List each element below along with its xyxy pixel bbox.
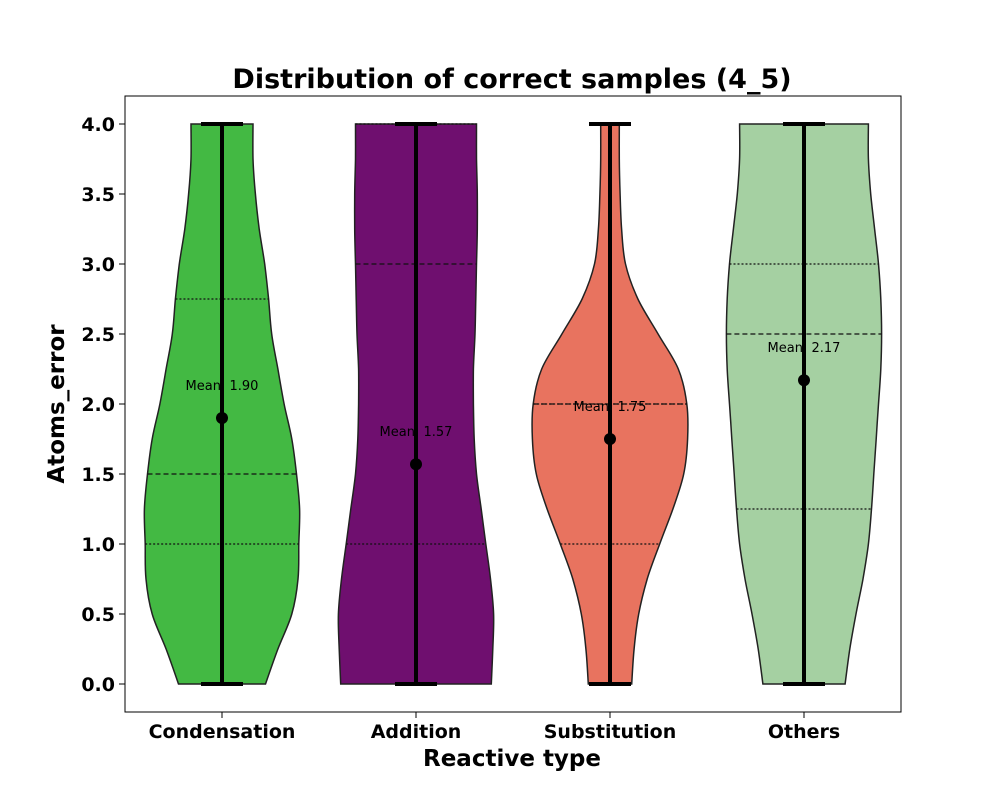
x-tick-label: Addition (371, 721, 462, 743)
plot-area: Mean: 1.90 Mean: 1.57 Mean: 1.75 Mean: 2.17 (143, 122, 883, 686)
mean-point (216, 412, 228, 424)
x-tick-label: Others (768, 721, 840, 743)
x-tick-label: Condensation (149, 721, 296, 743)
chart-title: Distribution of correct samples (4_5) (232, 64, 791, 95)
violin-others: Mean: 2.17 (725, 122, 883, 686)
y-tick-label: 2.0 (81, 394, 115, 416)
y-axis-label: Atoms_error (44, 324, 70, 484)
mean-point (604, 433, 616, 445)
y-tick-label: 4.0 (81, 114, 115, 136)
mean-label: Mean: 1.75 (574, 400, 647, 415)
y-axis: 0.0 0.5 1.0 1.5 2.0 2.5 3.0 3.5 4.0 (81, 114, 125, 696)
violin-addition: Mean: 1.57 (337, 122, 495, 686)
x-axis-label: Reactive type (423, 746, 601, 772)
x-axis: Condensation Addition Substitution Others (149, 712, 840, 743)
mean-label: Mean: 1.90 (186, 379, 259, 394)
violin-substitution: Mean: 1.75 (531, 122, 689, 686)
y-tick-label: 3.0 (81, 254, 115, 276)
mean-label: Mean: 2.17 (768, 341, 841, 356)
y-tick-label: 2.5 (81, 324, 115, 346)
y-tick-label: 0.5 (81, 604, 115, 626)
violin-condensation: Mean: 1.90 (143, 122, 301, 686)
y-tick-label: 1.0 (81, 534, 115, 556)
x-tick-label: Substitution (544, 721, 677, 743)
mean-point (798, 374, 810, 387)
mean-point (410, 458, 422, 471)
y-tick-label: 1.5 (81, 464, 115, 486)
y-tick-label: 3.5 (81, 184, 115, 206)
mean-label: Mean: 1.57 (380, 425, 453, 440)
y-tick-label: 0.0 (81, 674, 115, 696)
